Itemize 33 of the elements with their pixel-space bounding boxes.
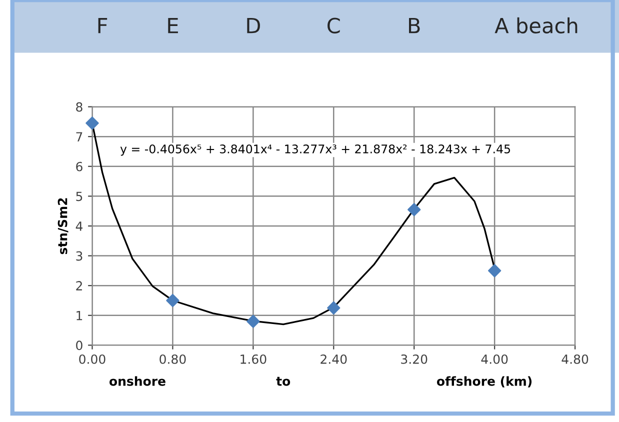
y-tick-label: 1 — [76, 311, 82, 320]
y-tick-label: 6 — [76, 162, 82, 172]
text: to — [276, 376, 290, 386]
annotation: y = -0.4056x⁵ + 3.8401x⁴ - 13.277x³ + 21.878x² - 18.243x + 7.45 — [120, 144, 510, 156]
point — [166, 294, 180, 308]
x-tick-label: 4.80 — [562, 354, 588, 364]
y-tick-label: 3 — [76, 251, 82, 261]
y-axis-title: stn/Sm2 — [58, 198, 68, 254]
text: offshore (km) — [436, 376, 532, 388]
text: A beach — [494, 17, 578, 34]
point — [488, 264, 502, 278]
x-tick-label: 0.80 — [160, 354, 186, 364]
text: B — [409, 18, 420, 34]
y-tick-label: 2 — [76, 281, 82, 290]
x-tick-label: 4.00 — [481, 354, 508, 364]
x-tick-label: 2.40 — [320, 354, 347, 364]
text: F — [98, 18, 108, 34]
text: onshore — [110, 376, 166, 386]
text: C — [328, 18, 340, 34]
point — [327, 301, 340, 315]
text: E — [168, 18, 178, 34]
y-tick-label: 8 — [76, 102, 82, 112]
y-tick-label: 5 — [76, 192, 82, 202]
x-tick-label: 3.20 — [401, 354, 428, 364]
x-tick-label: 1.60 — [240, 354, 266, 364]
y-tick-label: 7 — [76, 132, 82, 142]
y-tick-label: 4 — [76, 222, 82, 231]
point — [408, 203, 421, 216]
y-tick-label: 0 — [76, 340, 82, 350]
text: D — [247, 18, 260, 34]
x-tick-label: 0.00 — [79, 354, 106, 364]
point — [86, 116, 99, 130]
point — [246, 314, 260, 328]
